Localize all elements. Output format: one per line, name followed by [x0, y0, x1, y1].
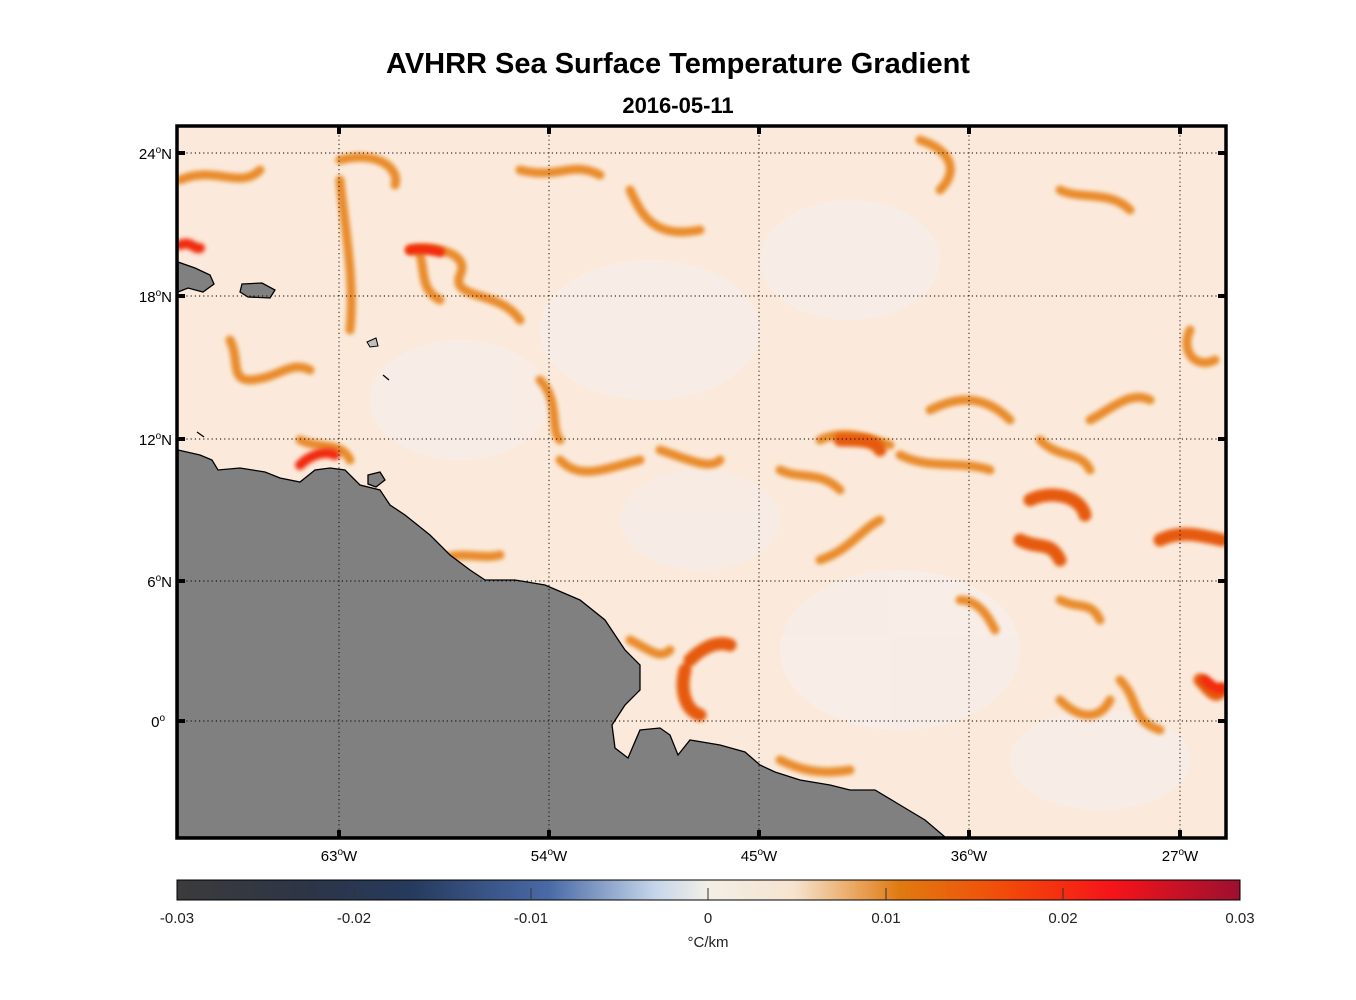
axis-ticks — [177, 126, 1226, 838]
sst-fronts — [178, 135, 1220, 777]
lat-label-0: 0o — [151, 713, 165, 731]
colorbar-tick-label: 0.03 — [1225, 910, 1254, 927]
map-title: AVHRR Sea Surface Temperature Gradient — [386, 48, 970, 80]
lon-label-54: 54oW — [531, 847, 568, 865]
sst-peak-fronts — [178, 238, 1225, 694]
colorbar-tick-label: -0.02 — [337, 910, 371, 927]
lat-label-24: 24oN — [139, 145, 172, 163]
colorbar-tick-label: 0.01 — [871, 910, 900, 927]
graticule — [178, 127, 1225, 837]
island-puerto-rico — [239, 282, 276, 299]
longitude-labels: 63oW 54oW 45oW 36oW 27oW — [321, 847, 1199, 865]
colorbar-tick-label: -0.01 — [514, 910, 548, 927]
colorbar-tick-label: -0.03 — [160, 910, 194, 927]
south-america-coast — [178, 449, 947, 837]
colorbar-ticks — [353, 888, 1064, 900]
island-martinique — [382, 374, 390, 381]
colorbar-tick-label: 0 — [704, 910, 712, 927]
colorbar-tick-label: 0.02 — [1048, 910, 1077, 927]
colorbar-unit-label: °C/km — [688, 934, 729, 951]
lat-label-18: 18oN — [139, 288, 172, 306]
island-grenada — [196, 431, 205, 438]
island-antigua — [366, 337, 379, 348]
lat-label-6: 6oN — [147, 573, 172, 591]
island-hispaniola — [178, 261, 215, 293]
colorbar: -0.03 -0.02 -0.01 0 0.01 0.02 0.03 °C/km — [160, 879, 1255, 951]
ocean-texture — [370, 200, 1190, 810]
lon-label-63: 63oW — [321, 847, 358, 865]
sst-gradient-field — [178, 127, 1225, 837]
map-frame — [175, 124, 1228, 840]
lon-label-27: 27oW — [1162, 847, 1199, 865]
land — [178, 261, 947, 837]
latitude-labels: 24oN 18oN 12oN 6oN 0o — [139, 145, 172, 731]
lon-label-36: 36oW — [951, 847, 988, 865]
lat-label-12: 12oN — [139, 431, 172, 449]
island-trinidad — [367, 471, 386, 488]
lon-label-45: 45oW — [741, 847, 778, 865]
map-subtitle: 2016-05-11 — [622, 93, 734, 118]
